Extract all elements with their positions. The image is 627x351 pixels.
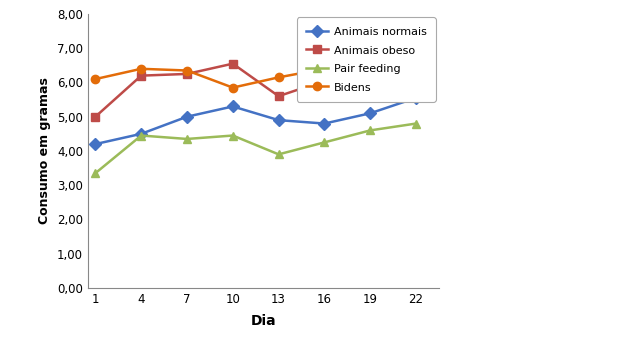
Pair feeding	[229, 133, 236, 138]
Bidens	[412, 70, 419, 74]
Bidens	[137, 67, 145, 71]
Animais obeso	[137, 74, 145, 78]
X-axis label: Dia: Dia	[251, 314, 276, 328]
Pair feeding	[183, 137, 191, 141]
Animais obeso	[275, 94, 282, 98]
Animais obeso	[366, 57, 374, 61]
Animais normais	[320, 121, 328, 126]
Pair feeding	[92, 171, 99, 175]
Line: Pair feeding: Pair feeding	[92, 119, 420, 177]
Animais obeso	[320, 79, 328, 83]
Pair feeding	[137, 133, 145, 138]
Bidens	[320, 67, 328, 71]
Pair feeding	[275, 152, 282, 157]
Bidens	[183, 68, 191, 73]
Animais normais	[412, 96, 419, 100]
Animais normais	[183, 115, 191, 119]
Bidens	[229, 86, 236, 90]
Line: Animais obeso: Animais obeso	[92, 46, 420, 121]
Animais normais	[275, 118, 282, 122]
Bidens	[366, 63, 374, 67]
Animais normais	[229, 104, 236, 108]
Animais obeso	[183, 72, 191, 76]
Animais normais	[92, 142, 99, 146]
Pair feeding	[320, 140, 328, 145]
Line: Animais normais: Animais normais	[92, 94, 420, 148]
Pair feeding	[366, 128, 374, 133]
Animais normais	[366, 111, 374, 115]
Legend: Animais normais, Animais obeso, Pair feeding, Bidens: Animais normais, Animais obeso, Pair fee…	[297, 17, 436, 101]
Y-axis label: Consumo em gramas: Consumo em gramas	[38, 78, 51, 224]
Animais obeso	[92, 115, 99, 119]
Bidens	[275, 75, 282, 79]
Animais obeso	[412, 48, 419, 52]
Bidens	[92, 77, 99, 81]
Animais normais	[137, 132, 145, 136]
Animais obeso	[229, 61, 236, 66]
Line: Bidens: Bidens	[92, 61, 420, 92]
Pair feeding	[412, 121, 419, 126]
